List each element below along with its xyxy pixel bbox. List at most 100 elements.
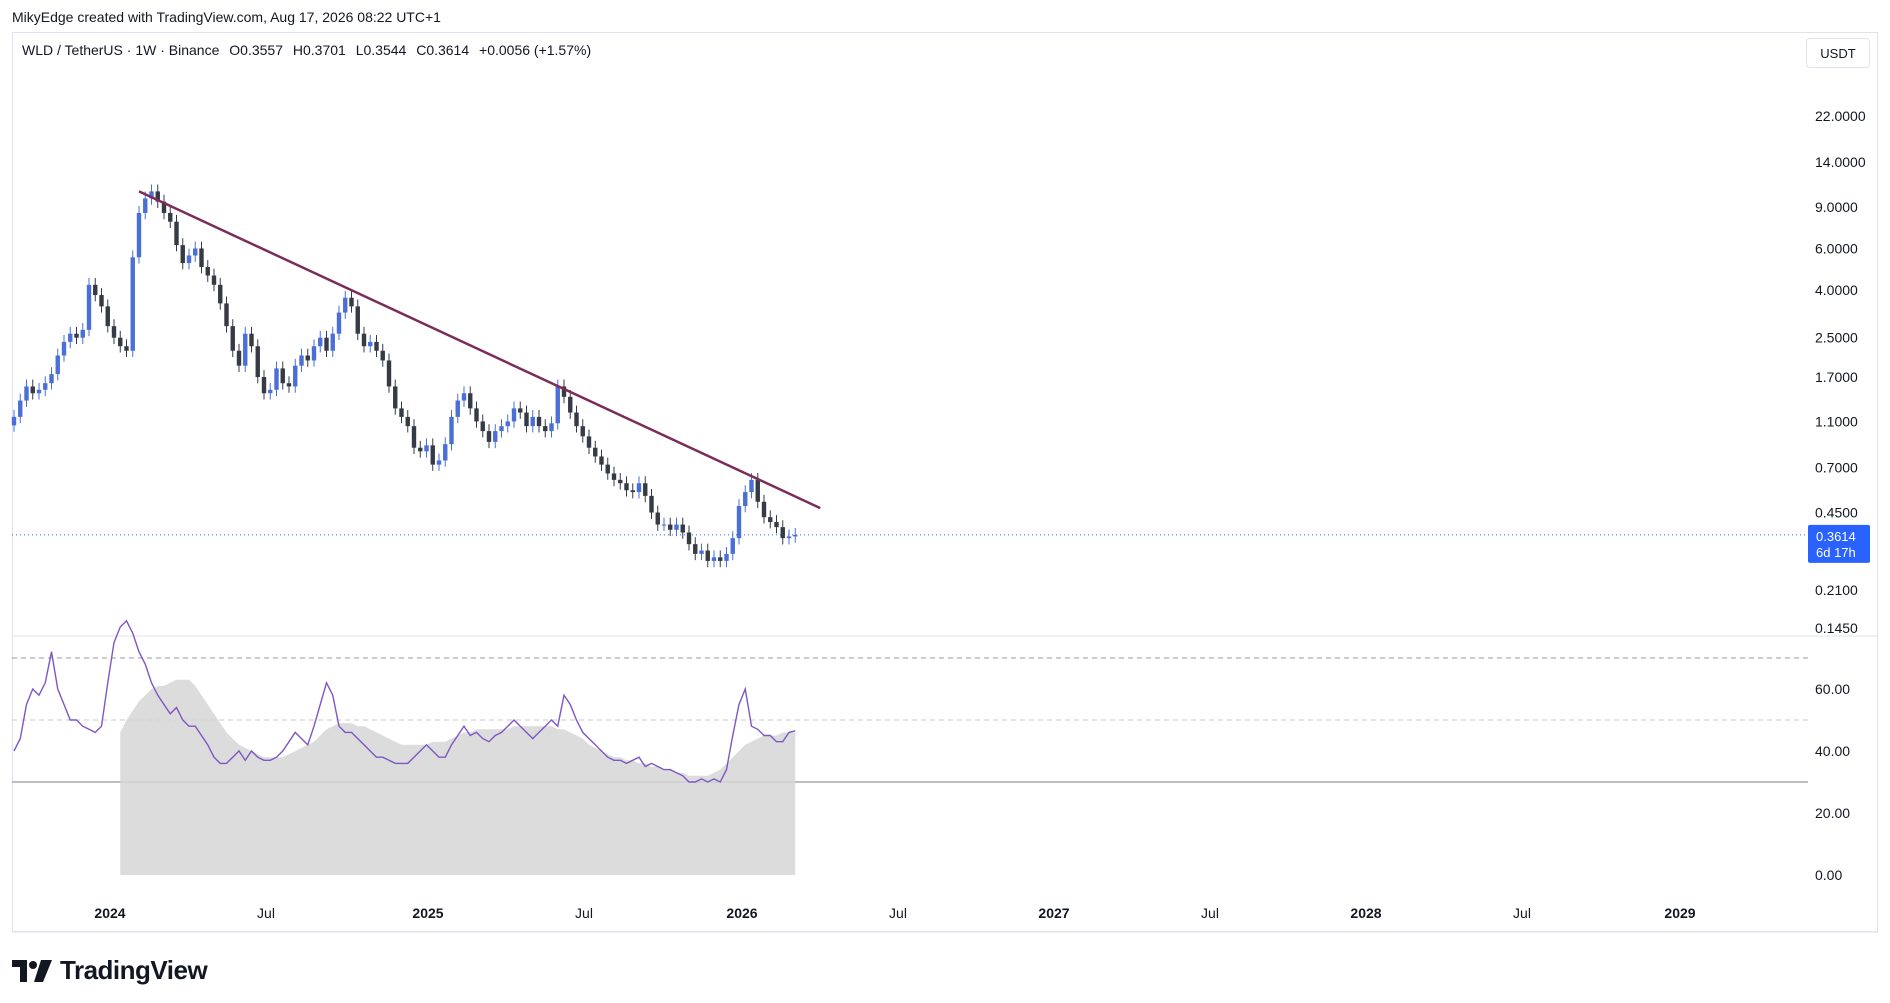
candle-body <box>86 284 92 330</box>
candle-body <box>68 333 73 342</box>
candle-body <box>649 495 654 513</box>
candle-body <box>449 416 454 445</box>
time-axis-label: 2024 <box>94 905 125 921</box>
candle-body <box>518 408 523 413</box>
candle-body <box>155 191 160 202</box>
candle-body <box>474 408 479 422</box>
price-tag <box>1808 524 1870 563</box>
candle-body <box>224 303 229 327</box>
price-axis-label: 0.1450 <box>1815 620 1858 636</box>
time-axis-label: Jul <box>575 905 593 921</box>
candle-body <box>161 201 167 213</box>
candle-body <box>411 426 417 448</box>
candle-body <box>205 267 210 276</box>
rsi-axis-label: 20.00 <box>1815 805 1850 821</box>
time-axis-label: Jul <box>257 905 275 921</box>
symbol-legend: WLD / TetherUS · 1W · Binance O0.3557 H0… <box>22 42 597 58</box>
candle-body <box>711 557 717 561</box>
candle-body <box>174 221 179 246</box>
candle-body <box>118 337 123 347</box>
candle-body <box>555 386 560 424</box>
candle-body <box>561 386 567 397</box>
price-axis-label: 6.0000 <box>1815 240 1858 256</box>
price-axis-label: 22.0000 <box>1815 108 1866 124</box>
time-axis-label: 2029 <box>1664 905 1695 921</box>
candle-body <box>130 257 135 351</box>
candle-body <box>455 400 460 417</box>
candle-body <box>261 377 267 394</box>
time-axis-label: 2027 <box>1038 905 1069 921</box>
candle-body <box>536 416 542 427</box>
candle-body <box>480 421 485 432</box>
candle-body <box>368 341 373 347</box>
candle-body <box>349 297 354 307</box>
currency-button[interactable]: USDT <box>1806 38 1870 68</box>
candle-body <box>11 416 17 426</box>
candle-body <box>186 255 192 264</box>
candle-body <box>780 527 785 539</box>
candle-body <box>511 408 517 422</box>
candle-body <box>530 416 535 427</box>
candle-body <box>324 337 329 351</box>
candle-body <box>443 444 448 461</box>
candle-body <box>418 447 423 452</box>
candle-body <box>499 426 504 432</box>
candle-body <box>655 512 660 525</box>
candle-body <box>724 553 729 561</box>
trendline <box>138 190 821 510</box>
candle-body <box>761 501 767 518</box>
candle-body <box>211 275 217 285</box>
time-axis-label: Jul <box>889 905 907 921</box>
time-axis-label: 2026 <box>726 905 757 921</box>
candle-body <box>749 479 754 493</box>
rsi-axis-label: 60.00 <box>1815 681 1850 697</box>
candle-body <box>293 365 298 387</box>
candle-body <box>218 284 223 304</box>
price-axis-label: 0.4500 <box>1815 505 1858 521</box>
candle-body <box>18 400 23 417</box>
candle-body <box>436 460 442 465</box>
tradingview-logo-icon <box>12 959 52 982</box>
candle-body <box>199 248 204 268</box>
candle-body <box>524 412 529 427</box>
legend-open: O0.3557 <box>229 42 283 58</box>
candle-body <box>580 426 585 437</box>
candle-body <box>55 355 60 375</box>
rsi-axis-label: 0.00 <box>1815 867 1842 883</box>
candle-body <box>505 421 510 427</box>
price-axis-label: 1.7000 <box>1815 369 1858 385</box>
candle-body <box>611 473 617 480</box>
candle-body <box>386 360 392 387</box>
candle-body <box>61 341 67 356</box>
candle-body <box>305 355 310 361</box>
candle-body <box>743 492 748 506</box>
rsi-line <box>13 619 796 783</box>
candle-body <box>74 333 79 338</box>
candle-body <box>24 386 29 401</box>
candle-body <box>636 483 642 493</box>
legend-change: +0.0056 (+1.57%) <box>479 42 592 58</box>
candle-body <box>630 490 635 493</box>
candle-body <box>493 431 498 442</box>
candle-body <box>149 191 154 199</box>
candle-body <box>336 312 342 334</box>
time-axis-label: 2025 <box>412 905 443 921</box>
legend-symbol[interactable]: WLD / TetherUS · 1W · Binance <box>22 42 220 58</box>
candle-body <box>730 538 735 554</box>
candle-body <box>624 483 629 491</box>
candle-body <box>586 436 592 448</box>
candle-body <box>268 389 273 394</box>
candle-body <box>774 522 779 528</box>
price-tag-value: 0.3614 <box>1816 529 1856 544</box>
candle-body <box>249 333 254 347</box>
rsi-axis-label: 40.00 <box>1815 743 1850 759</box>
tradingview-logo[interactable]: TradingView <box>12 955 208 986</box>
price-axis-label: 0.2100 <box>1815 582 1858 598</box>
candle-body <box>768 517 773 523</box>
candle-body <box>124 346 129 351</box>
legend-low: L0.3544 <box>355 42 407 58</box>
legend-high: H0.3701 <box>292 42 346 58</box>
candle-body <box>568 396 573 413</box>
candle-body <box>549 423 554 432</box>
